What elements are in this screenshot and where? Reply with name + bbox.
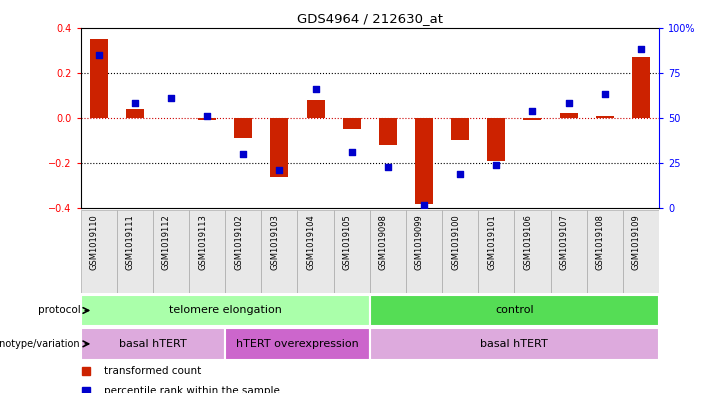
Point (382, 163, 393, 170)
Text: GSM1019109: GSM1019109 (632, 215, 641, 270)
Bar (306, 100, 325, 118)
Bar (225, 210, 261, 293)
Point (201, 113, 212, 119)
Bar (487, 118, 505, 161)
Title: GDS4964 / 212630_at: GDS4964 / 212630_at (297, 12, 443, 25)
Bar (478, 210, 515, 293)
Text: GSM1019104: GSM1019104 (306, 215, 315, 270)
Text: GSM1019107: GSM1019107 (559, 215, 569, 270)
Bar (198, 118, 216, 120)
Bar (596, 116, 614, 118)
Point (491, 162, 502, 168)
Bar (369, 295, 659, 326)
Bar (234, 118, 252, 138)
Text: GSM1019101: GSM1019101 (487, 215, 496, 270)
Bar (369, 210, 406, 293)
Bar (153, 210, 189, 293)
Bar (125, 109, 144, 118)
Bar (622, 210, 659, 293)
Bar (81, 210, 117, 293)
Point (274, 167, 285, 173)
Bar (297, 210, 334, 293)
Text: GSM1019113: GSM1019113 (198, 215, 207, 270)
Bar (550, 210, 587, 293)
Bar (81, 295, 370, 326)
Point (527, 108, 538, 114)
Text: basal hTERT: basal hTERT (480, 339, 548, 349)
Text: GSM1019108: GSM1019108 (596, 215, 605, 270)
Text: GSM1019100: GSM1019100 (451, 215, 460, 270)
Text: GSM1019105: GSM1019105 (343, 215, 352, 270)
Point (346, 149, 358, 155)
Point (129, 100, 140, 107)
Bar (415, 118, 433, 204)
Bar (189, 210, 225, 293)
Point (599, 91, 611, 97)
Bar (81, 328, 225, 360)
Point (238, 151, 249, 157)
Bar (379, 118, 397, 145)
Text: GSM1019106: GSM1019106 (524, 215, 533, 270)
Text: telomere elongation: telomere elongation (169, 305, 282, 316)
Text: percentile rank within the sample: percentile rank within the sample (104, 386, 280, 393)
Text: transformed count: transformed count (104, 366, 201, 376)
Bar (442, 210, 478, 293)
Bar (90, 39, 108, 118)
Bar (261, 210, 297, 293)
Text: GSM1019099: GSM1019099 (415, 215, 424, 270)
Point (165, 95, 177, 101)
Point (454, 171, 465, 177)
Point (635, 46, 646, 52)
Text: GSM1019110: GSM1019110 (90, 215, 99, 270)
Bar (369, 328, 659, 360)
Text: GSM1019103: GSM1019103 (271, 215, 280, 270)
Text: GSM1019112: GSM1019112 (162, 215, 171, 270)
Text: GSM1019111: GSM1019111 (126, 215, 135, 270)
Text: GSM1019098: GSM1019098 (379, 215, 388, 270)
Bar (587, 210, 622, 293)
Text: GSM1019102: GSM1019102 (234, 215, 243, 270)
Bar (117, 210, 153, 293)
Bar (632, 57, 650, 118)
Text: protocol: protocol (38, 305, 81, 316)
Point (93, 51, 104, 58)
Text: basal hTERT: basal hTERT (119, 339, 186, 349)
Bar (334, 210, 370, 293)
Bar (451, 118, 469, 141)
Point (418, 202, 430, 208)
Text: hTERT overexpression: hTERT overexpression (236, 339, 359, 349)
Text: control: control (495, 305, 533, 316)
Bar (406, 210, 442, 293)
Bar (515, 210, 550, 293)
Text: genotype/variation: genotype/variation (0, 339, 81, 349)
Bar (559, 114, 578, 118)
Point (563, 100, 574, 107)
Bar (271, 118, 288, 177)
Bar (225, 328, 370, 360)
Point (310, 86, 321, 92)
Bar (343, 118, 361, 129)
Bar (524, 118, 541, 120)
